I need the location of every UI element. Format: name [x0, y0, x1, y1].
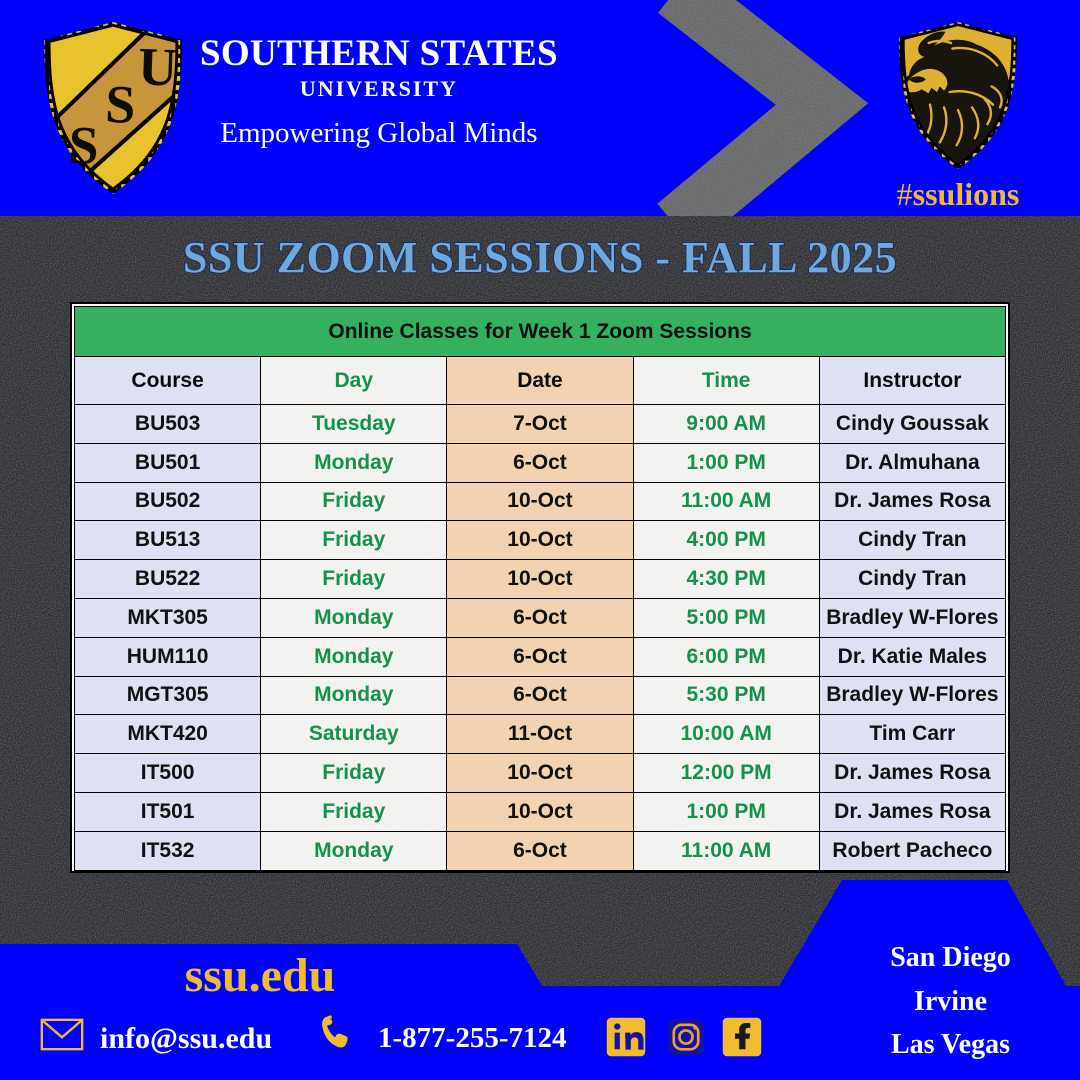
svg-text:U: U: [137, 36, 178, 97]
svg-text:S: S: [104, 74, 136, 135]
svg-text:S: S: [68, 115, 100, 176]
